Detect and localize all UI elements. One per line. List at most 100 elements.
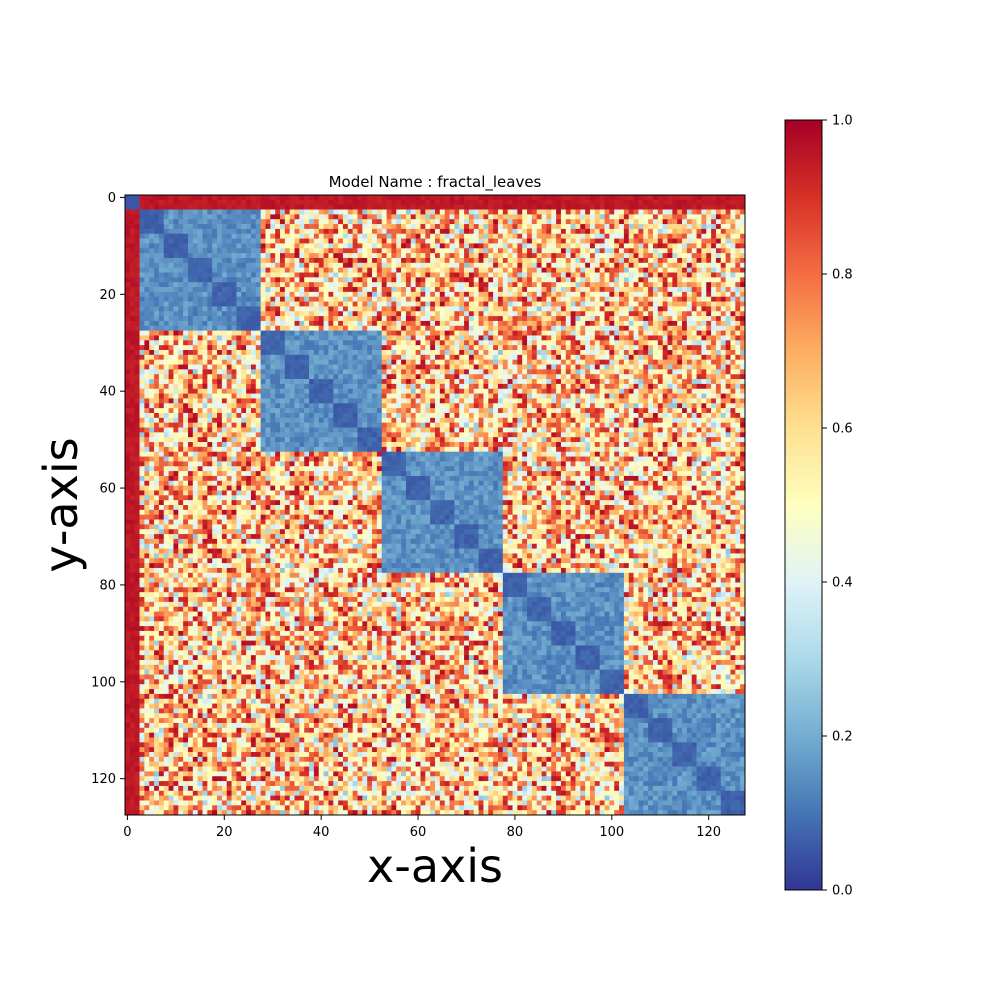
heatmap-cell	[497, 214, 504, 220]
heatmap-cell	[134, 374, 140, 380]
heatmap-cell	[701, 282, 707, 288]
heatmap-cell	[662, 248, 668, 254]
heatmap-cell	[212, 257, 218, 264]
heatmap-cell	[304, 316, 310, 322]
heatmap-cell	[405, 224, 412, 230]
heatmap-cell	[575, 199, 581, 206]
heatmap-cell	[740, 354, 746, 361]
heatmap-cell	[430, 291, 436, 298]
heatmap-cell	[192, 330, 199, 336]
heatmap-cell	[173, 233, 179, 239]
heatmap-cell	[415, 369, 421, 375]
heatmap-cell	[497, 335, 504, 341]
heatmap-cell	[701, 306, 707, 312]
heatmap-cell	[347, 282, 354, 288]
heatmap-cell	[493, 262, 499, 269]
heatmap-cell	[425, 330, 431, 336]
heatmap-cell	[313, 282, 320, 288]
heatmap-cell	[313, 267, 320, 273]
heatmap-cell	[522, 306, 528, 312]
heatmap-cell	[338, 350, 344, 356]
heatmap-cell	[565, 209, 571, 215]
heatmap-cell	[541, 233, 547, 239]
heatmap-cell	[439, 311, 446, 317]
heatmap-cell	[309, 374, 315, 380]
heatmap-cell	[454, 233, 460, 239]
heatmap-cell	[667, 214, 673, 220]
heatmap-cell	[367, 257, 373, 264]
heatmap-cell	[575, 330, 581, 336]
heatmap-cell	[473, 257, 479, 264]
heatmap-cell	[338, 248, 344, 254]
heatmap-cell	[304, 369, 310, 375]
heatmap-cell	[280, 277, 286, 283]
heatmap-cell	[202, 364, 208, 370]
heatmap-cell	[391, 282, 397, 288]
heatmap-cell	[241, 199, 247, 206]
heatmap-cell	[633, 369, 639, 375]
heatmap-cell	[628, 291, 634, 298]
heatmap-cell	[546, 340, 552, 346]
heatmap-cell	[401, 219, 407, 225]
heatmap-cell	[260, 195, 266, 201]
heatmap-cell	[507, 301, 513, 307]
heatmap-cell	[294, 267, 300, 273]
heatmap-cell	[265, 325, 271, 331]
heatmap-cell	[473, 296, 479, 302]
heatmap-cell	[444, 320, 450, 327]
heatmap-cell	[168, 287, 174, 293]
heatmap-cell	[342, 364, 349, 370]
heatmap-cell	[735, 354, 741, 361]
heatmap-cell	[541, 296, 547, 302]
heatmap-cell	[493, 233, 499, 239]
heatmap-cell	[144, 282, 150, 288]
heatmap-cell	[594, 238, 601, 244]
heatmap-cell	[580, 364, 586, 370]
heatmap-cell	[570, 267, 576, 273]
heatmap-cell	[609, 233, 615, 239]
heatmap-cell	[202, 204, 208, 210]
heatmap-cell	[197, 199, 203, 206]
heatmap-cell	[280, 248, 286, 254]
heatmap-cell	[468, 330, 475, 336]
heatmap-cell	[270, 296, 276, 302]
heatmap-cell	[706, 238, 712, 244]
heatmap-cell	[735, 195, 741, 201]
heatmap-cell	[367, 330, 373, 336]
heatmap-cell	[284, 224, 291, 230]
heatmap-cell	[134, 306, 140, 312]
heatmap-cell	[614, 330, 620, 336]
heatmap-cell	[415, 359, 421, 365]
heatmap-cell	[425, 267, 431, 273]
heatmap-cell	[628, 282, 634, 288]
heatmap-cell	[304, 379, 310, 385]
heatmap-cell	[464, 301, 470, 307]
heatmap-cell	[478, 214, 484, 220]
heatmap-cell	[168, 282, 174, 288]
heatmap-cell	[735, 253, 741, 259]
heatmap-cell	[202, 320, 208, 327]
heatmap-cell	[154, 374, 160, 380]
heatmap-cell	[483, 228, 489, 235]
heatmap-cell	[435, 282, 441, 288]
heatmap-cell	[720, 345, 726, 351]
heatmap-cell	[173, 253, 179, 259]
heatmap-cell	[512, 374, 518, 380]
heatmap-cell	[202, 248, 208, 254]
heatmap-cell	[512, 248, 518, 254]
heatmap-cell	[706, 243, 712, 249]
heatmap-cell	[396, 277, 402, 283]
heatmap-cell	[163, 364, 169, 370]
heatmap-cell	[672, 199, 678, 206]
heatmap-cell	[686, 316, 693, 322]
heatmap-cell	[231, 272, 237, 278]
heatmap-cell	[541, 219, 547, 225]
heatmap-cell	[405, 301, 412, 307]
heatmap-cell	[565, 374, 571, 380]
heatmap-cell	[410, 228, 416, 235]
heatmap-cell	[304, 350, 310, 356]
heatmap-cell	[740, 224, 746, 230]
heatmap-cell	[740, 267, 746, 273]
heatmap-cell	[372, 257, 378, 264]
heatmap-cell	[304, 345, 310, 351]
